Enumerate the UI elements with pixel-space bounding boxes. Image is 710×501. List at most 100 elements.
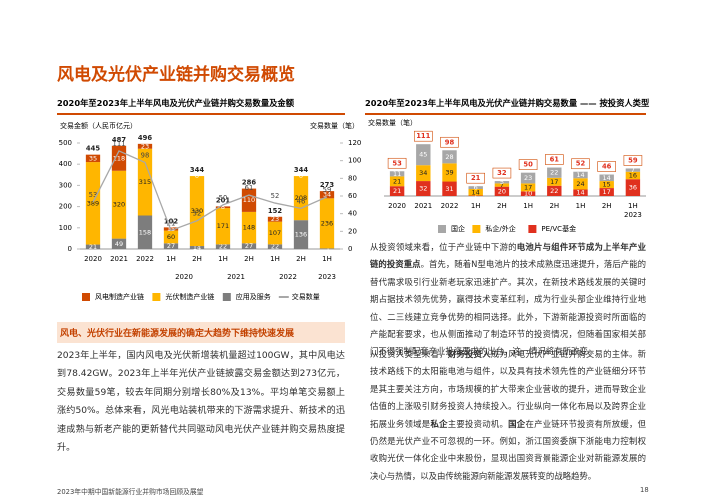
total-box [518, 159, 538, 170]
data-label: 118 [113, 154, 125, 162]
total-box [492, 167, 512, 179]
data-label: 23 [271, 215, 279, 223]
data-label: 14 [576, 171, 584, 179]
data-label: 14 [576, 189, 584, 197]
bar-segment [267, 221, 283, 245]
data-label: 17 [550, 178, 558, 186]
y2-tick-label: 60 [348, 192, 357, 200]
x-tick-label: 2H [602, 202, 612, 210]
page-number: 18 [640, 486, 649, 494]
bar-segment [442, 163, 457, 182]
y-tick-label: 300 [59, 181, 72, 189]
data-label: 107 [269, 229, 281, 237]
bar-segment [389, 176, 405, 187]
chart-title: 2020年至2023年上半年风电及光伏产业链并购交易数量 —— 按投资人类型 [365, 97, 649, 115]
legend-label: 交易数量 [292, 292, 320, 301]
data-label: 10 [524, 190, 532, 198]
bar-segment [293, 176, 309, 221]
data-label: 21 [89, 243, 97, 251]
x-group-label: 2023 [624, 211, 642, 219]
bar-segment [137, 215, 153, 249]
data-label: 320 [113, 201, 125, 209]
x-tick-label: 2021 [414, 202, 432, 210]
legend-swatch [472, 225, 481, 233]
bar-segment [85, 162, 101, 245]
x-group-label: 2022 [279, 273, 297, 281]
x-tick-label: 1H [471, 202, 481, 210]
data-label: 22 [550, 169, 558, 177]
data-label: 21 [393, 177, 401, 185]
legend-swatch [222, 293, 231, 301]
total-box [597, 161, 617, 172]
data-label: 1 [474, 192, 478, 200]
bar-segment [468, 186, 483, 189]
data-label: 61 [245, 184, 254, 192]
bar-segment [319, 248, 335, 249]
total-label: 496 [138, 134, 152, 142]
total-label: 52 [576, 160, 586, 168]
data-label: 171 [217, 222, 229, 230]
legend-label: 风电制造产业链 [95, 292, 144, 301]
text-run: 私企 [430, 418, 448, 429]
data-label: 158 [139, 228, 151, 236]
data-label: 20 [498, 187, 506, 195]
data-label: 27 [167, 242, 175, 250]
bar-segment [111, 238, 127, 249]
bar-segment [137, 143, 153, 149]
data-label: 110 [243, 196, 255, 204]
page-title: 风电及光伏产业链并购交易概览 [57, 65, 295, 85]
bar-segment [215, 208, 231, 245]
footer: 2023年中期中国新能源行业并购市场回顾及展望 [57, 488, 204, 496]
line [92, 150, 328, 232]
data-label: 22 [219, 243, 227, 251]
total-box [413, 130, 433, 142]
data-label: 16 [629, 171, 637, 179]
legend-swatch [152, 293, 161, 301]
bar-segment [319, 198, 335, 249]
data-label: 14 [603, 174, 611, 182]
bar-segment [494, 186, 510, 196]
bar-segment [625, 179, 641, 196]
total-label: 445 [86, 145, 100, 153]
data-label: 330 [191, 207, 203, 215]
data-label: 111 [113, 140, 126, 148]
x-tick-label: 2020 [388, 202, 406, 210]
total-label: 344 [294, 166, 308, 174]
total-label: 344 [190, 166, 204, 174]
bar-segment [189, 246, 205, 249]
total-box [466, 172, 486, 184]
bar-segment [625, 168, 641, 172]
bar-segment [599, 188, 614, 196]
data-label: 148 [243, 224, 255, 232]
x-tick-label: 1H [628, 202, 638, 210]
bar-segment [267, 216, 283, 222]
total-label: 98 [445, 138, 455, 146]
x-tick-label: 2H [296, 255, 306, 263]
data-label: 5 [500, 178, 504, 186]
total-label: 273 [320, 181, 334, 189]
bar-segment [547, 185, 562, 196]
x-tick-label: 1H [322, 255, 332, 263]
bar-segment [494, 181, 510, 184]
data-label: 32 [193, 210, 202, 218]
data-label: 34 [323, 191, 331, 199]
total-label: 286 [242, 179, 256, 187]
y2-axis-label: 交易数量（笔） [310, 121, 359, 130]
data-label: 23 [524, 174, 532, 182]
bar-segment [163, 243, 179, 249]
x-group-label: 2021 [227, 273, 245, 281]
data-label: 208 [295, 194, 307, 202]
data-label: 14 [193, 244, 201, 252]
text-run: 。首先，随着N型电池片的技术成熟度迅速提升，落后产能的替代需求吸引行业新老玩家迅… [370, 259, 647, 357]
x-tick-label: 1H [218, 255, 228, 263]
data-label: 39 [445, 168, 453, 176]
bar-segment [389, 186, 405, 196]
total-box [623, 155, 643, 166]
bar-segment [267, 244, 283, 249]
total-label: 201 [216, 196, 230, 204]
text-run: 成为风电光伏产业链并购交易的主体。新技术路线下的太阳能电池与组件，以及具有技术领… [370, 349, 647, 429]
total-label: 152 [268, 207, 282, 215]
y2-tick-label: 0 [348, 245, 352, 253]
chart-title: 2020年至2023年上半年风电及光伏产业链并购交易数量及金额 [57, 97, 345, 115]
paragraph: 从投资领域来看，位于产业链中下游的电池片与组件环节成为上半年产业链的投资重点。首… [370, 239, 646, 361]
